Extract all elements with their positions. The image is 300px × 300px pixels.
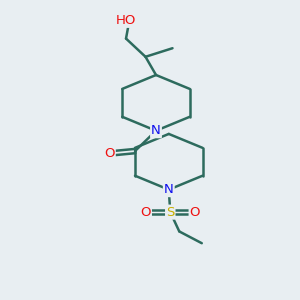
Text: O: O [140,206,151,219]
Text: N: N [164,183,174,196]
Text: O: O [104,147,115,160]
Text: N: N [151,124,161,137]
Text: S: S [166,206,175,219]
Text: HO: HO [116,14,136,27]
Text: O: O [190,206,200,219]
